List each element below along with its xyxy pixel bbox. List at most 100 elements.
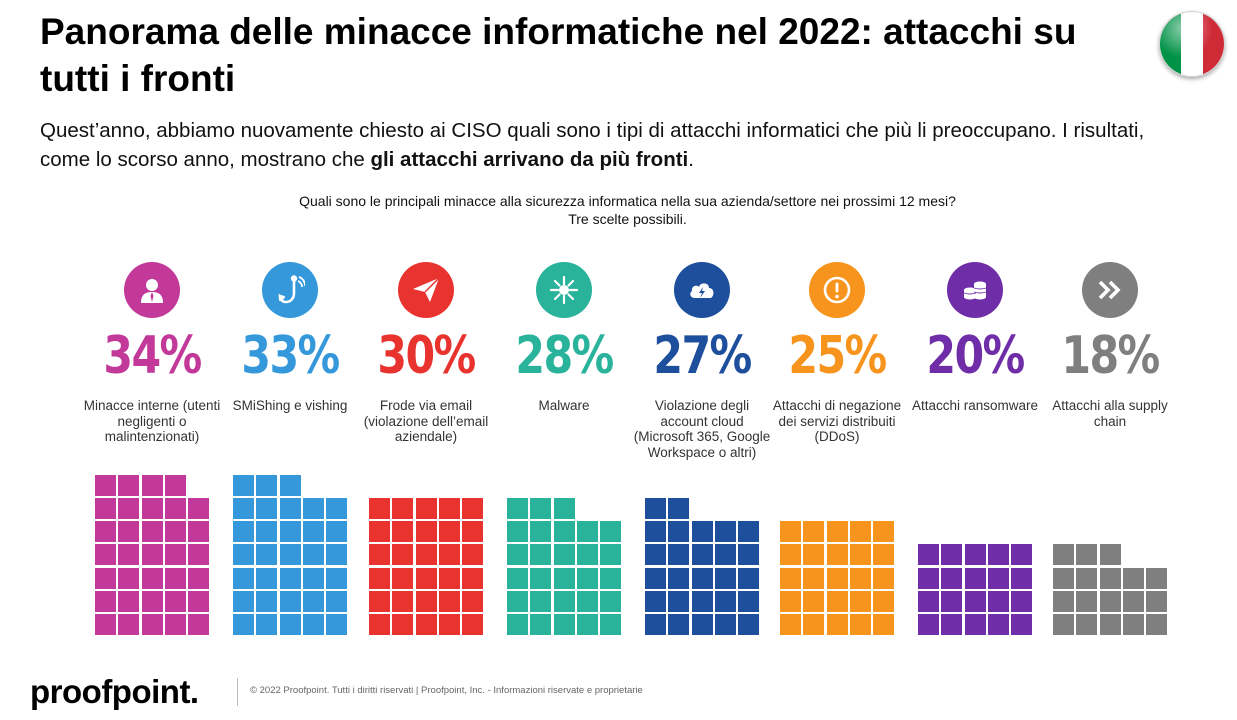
value-label: 28% xyxy=(515,326,614,386)
waffle-cell xyxy=(507,544,529,566)
waffle-cell xyxy=(415,567,437,589)
waffle-cell xyxy=(325,544,347,566)
waffle-cell xyxy=(118,567,140,589)
category-label: Violazione degli account cloud (Microsof… xyxy=(633,398,771,460)
waffle-cell xyxy=(1053,544,1075,566)
category-label: Attacchi di negazione dei servizi distri… xyxy=(772,398,902,444)
waffle-cell xyxy=(987,567,1009,589)
chart-question: Quali sono le principali minacce alla si… xyxy=(180,192,1075,228)
waffle-cell xyxy=(780,521,802,543)
waffle-cell xyxy=(1122,614,1144,635)
waffle-cell xyxy=(553,498,575,519)
waffle-cell xyxy=(507,614,529,635)
waffle-cell xyxy=(369,544,391,566)
waffle-cell xyxy=(302,521,324,543)
waffle-cell xyxy=(987,590,1009,612)
waffle-cell xyxy=(1076,590,1098,612)
value-label: 20% xyxy=(926,326,1025,386)
waffle-cell xyxy=(438,498,460,519)
waffle-cell xyxy=(941,614,963,635)
waffle-cell xyxy=(530,544,552,566)
waffle-cell xyxy=(780,590,802,612)
waffle-cell xyxy=(233,474,255,496)
category-label: Malware xyxy=(538,398,590,413)
waffle-cell xyxy=(1145,567,1167,589)
waffle-cell xyxy=(279,590,301,612)
waffle-cell xyxy=(918,590,940,612)
waffle-cell xyxy=(737,614,759,635)
flag-red-stripe xyxy=(1202,12,1224,76)
waffle-cell xyxy=(691,590,713,612)
waffle-cell xyxy=(1122,567,1144,589)
footer-copyright: © 2022 Proofpoint. Tutti i diritti riser… xyxy=(250,685,643,696)
waffle-cell xyxy=(438,567,460,589)
alert-icon xyxy=(809,262,865,318)
waffle-cell xyxy=(803,521,825,543)
waffle-cell xyxy=(530,590,552,612)
waffle-cell xyxy=(325,590,347,612)
waffle-cell xyxy=(530,521,552,543)
waffle-cell xyxy=(95,614,117,635)
waffle-cell xyxy=(780,614,802,635)
waffle-cell xyxy=(964,544,986,566)
waffle-cell xyxy=(392,567,414,589)
waffle-cell xyxy=(1010,544,1032,566)
waffle-cell xyxy=(576,590,598,612)
waffle-cell xyxy=(803,590,825,612)
waffle-cell xyxy=(461,590,483,612)
waffle-cell xyxy=(599,544,621,566)
waffle-cell xyxy=(256,498,278,519)
waffle-cell xyxy=(118,474,140,496)
waffle-cell xyxy=(530,614,552,635)
value-label: 27% xyxy=(653,326,752,386)
waffle-cell xyxy=(737,521,759,543)
waffle-cell xyxy=(369,521,391,543)
waffle-cell xyxy=(1076,544,1098,566)
waffle-cell xyxy=(187,498,209,519)
waffle-cell xyxy=(415,614,437,635)
waffle-cell xyxy=(461,567,483,589)
waffle-cell xyxy=(849,567,871,589)
waffle-cell xyxy=(392,590,414,612)
waffle-cell xyxy=(415,521,437,543)
category-label: Minacce interne (utenti negligenti o mal… xyxy=(83,398,221,444)
waffle-cell xyxy=(576,614,598,635)
waffle-cell xyxy=(1099,567,1121,589)
waffle-cell xyxy=(325,614,347,635)
waffle-cell xyxy=(415,498,437,519)
waffle-cell xyxy=(1099,614,1121,635)
waffle-cell xyxy=(233,498,255,519)
waffle-cell xyxy=(118,614,140,635)
waffle-cell xyxy=(964,567,986,589)
waffle-cell xyxy=(737,544,759,566)
waffle-cell xyxy=(118,498,140,519)
value-label: 34% xyxy=(103,326,202,386)
waffle-cell xyxy=(279,498,301,519)
paper-plane-icon xyxy=(398,262,454,318)
waffle-cell xyxy=(392,544,414,566)
waffle-cell xyxy=(918,544,940,566)
waffle-cell xyxy=(507,498,529,519)
waffle-cell xyxy=(507,521,529,543)
waffle-cell xyxy=(369,590,391,612)
waffle-cell xyxy=(691,567,713,589)
waffle-cell xyxy=(302,544,324,566)
page-title: Panorama delle minacce informatiche nel … xyxy=(40,11,1077,99)
waffle-cell xyxy=(1145,590,1167,612)
waffle-cell xyxy=(95,567,117,589)
waffle-cell xyxy=(256,474,278,496)
waffle-cell xyxy=(325,567,347,589)
chart-subtitle: Tre scelte possibili. xyxy=(568,211,687,227)
waffle-cell xyxy=(141,614,163,635)
waffle-cell xyxy=(369,498,391,519)
waffle-cell xyxy=(164,567,186,589)
waffle-cell xyxy=(691,614,713,635)
waffle-cell xyxy=(325,498,347,519)
person-icon xyxy=(124,262,180,318)
waffle-cell xyxy=(256,544,278,566)
waffle-cell xyxy=(1053,590,1075,612)
waffle-cell xyxy=(507,567,529,589)
waffle-cell xyxy=(438,614,460,635)
waffle-cell xyxy=(1010,590,1032,612)
waffle-cell xyxy=(576,567,598,589)
